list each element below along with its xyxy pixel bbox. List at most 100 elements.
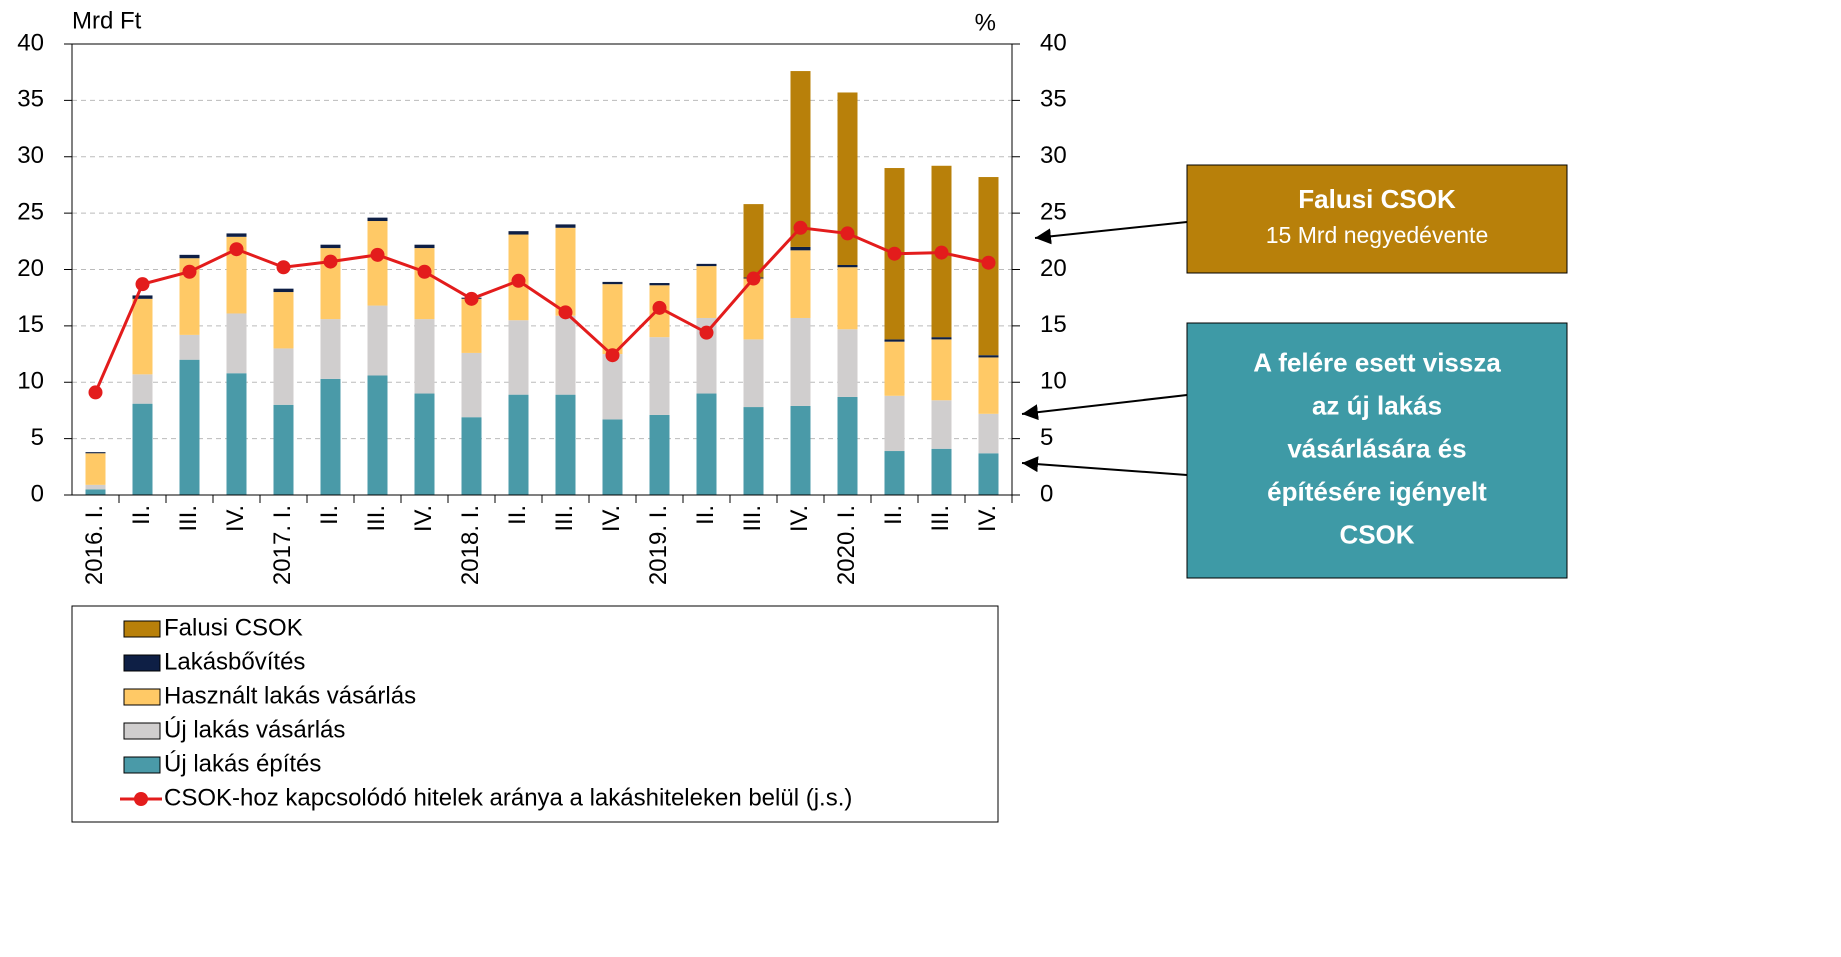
bar-segment xyxy=(367,375,388,495)
y-tick-label: 10 xyxy=(17,368,44,395)
bar-segment xyxy=(884,395,905,452)
line-point xyxy=(934,245,949,260)
y2-tick-label: 20 xyxy=(1040,255,1067,282)
bar-segment xyxy=(132,403,153,495)
legend-swatch xyxy=(123,756,161,774)
legend-label: Lakásbővítés xyxy=(164,648,305,675)
line-point xyxy=(323,254,338,269)
y2-tick-label: 0 xyxy=(1040,480,1053,507)
bar-segment xyxy=(602,281,623,285)
bar-segment xyxy=(837,264,858,268)
y2-tick-label: 5 xyxy=(1040,424,1053,451)
y2-tick-label: 10 xyxy=(1040,368,1067,395)
bar-segment xyxy=(649,283,670,286)
bar-segment xyxy=(85,453,106,485)
bar-segment xyxy=(320,378,341,495)
x-tick-label: 2018. I. xyxy=(457,505,484,585)
bar-segment xyxy=(414,244,435,249)
line-point xyxy=(417,264,432,279)
line-point xyxy=(793,220,808,235)
annotation-text: építésére igényelt xyxy=(1267,476,1487,506)
bar-segment xyxy=(931,448,952,495)
bar-segment xyxy=(414,393,435,495)
x-tick-label: II. xyxy=(128,505,155,525)
bar-segment xyxy=(273,348,294,405)
bar-segment xyxy=(226,313,247,374)
bar-segment xyxy=(884,451,905,495)
bar-segment xyxy=(508,394,529,495)
line-point xyxy=(652,300,667,315)
line-point xyxy=(88,385,103,400)
bar-segment xyxy=(461,417,482,495)
bar-segment xyxy=(461,352,482,418)
bar-segment xyxy=(931,339,952,401)
y-tick-label: 15 xyxy=(17,311,44,338)
bar-segment xyxy=(790,405,811,495)
line-point xyxy=(981,255,996,270)
bar-segment xyxy=(978,357,999,414)
bar-segment xyxy=(696,263,717,267)
bar-segment xyxy=(320,244,341,249)
line-point xyxy=(699,325,714,340)
bar-segment xyxy=(132,295,153,299)
bar-segment xyxy=(179,359,200,495)
legend-label: Új lakás vásárlás xyxy=(164,716,345,743)
x-tick-label: III. xyxy=(175,505,202,532)
bar-segment xyxy=(132,374,153,404)
y2-tick-label: 35 xyxy=(1040,86,1067,113)
line-point xyxy=(558,305,573,320)
bar-segment xyxy=(602,354,623,420)
bar-segment xyxy=(273,404,294,495)
y2-tick-label: 30 xyxy=(1040,142,1067,169)
bar-segment xyxy=(743,204,764,278)
bar-segment xyxy=(273,288,294,293)
legend-label: CSOK-hoz kapcsolódó hitelek aránya a lak… xyxy=(164,784,852,811)
bar-segment xyxy=(273,292,294,349)
bar-segment xyxy=(790,250,811,318)
legend-swatch xyxy=(123,688,161,706)
bar-segment xyxy=(602,419,623,495)
bar-segment xyxy=(226,236,247,314)
line xyxy=(94,226,989,393)
bar-segment xyxy=(649,337,670,415)
bar-segment xyxy=(179,258,200,335)
bar-segment xyxy=(555,315,576,395)
bar-segment xyxy=(508,231,529,235)
legend-box xyxy=(71,605,999,823)
bar-segment xyxy=(790,71,811,247)
bar-segment xyxy=(978,453,999,495)
annotation: Falusi CSOK 15 Mrd negyedévente xyxy=(1186,164,1568,274)
bar-segment xyxy=(649,414,670,495)
annotation-text: A felére esett vissza xyxy=(1253,347,1501,377)
arrow xyxy=(1034,221,1188,245)
bar-segment xyxy=(743,407,764,495)
x-tick-label: IV. xyxy=(410,505,437,532)
bar-segment xyxy=(696,266,717,318)
bar-segment xyxy=(508,320,529,395)
line-point xyxy=(605,348,620,363)
x-tick-label: 2019. I. xyxy=(645,505,672,585)
x-tick-label: 2020. I. xyxy=(833,505,860,585)
arrow xyxy=(1021,394,1188,421)
legend-swatch xyxy=(123,722,161,740)
line-point xyxy=(182,264,197,279)
bar-segment xyxy=(978,355,999,358)
bar-segment xyxy=(226,233,247,237)
line-point xyxy=(840,226,855,241)
annotation-box xyxy=(1186,322,1568,579)
legend-swatch xyxy=(123,654,161,672)
y-tick-label: 5 xyxy=(31,424,44,451)
annotation-text: vásárlására és xyxy=(1287,433,1466,463)
bar-segment xyxy=(931,337,952,340)
x-tick-label: II. xyxy=(880,505,907,525)
legend-swatch xyxy=(123,620,161,638)
bar-segment xyxy=(978,413,999,454)
bar-segment xyxy=(85,489,106,495)
legend-label: Falusi CSOK xyxy=(164,614,303,641)
bar-segment xyxy=(931,400,952,449)
annotation-box xyxy=(1186,164,1568,274)
annotation-text: CSOK xyxy=(1339,519,1414,549)
x-tick-label: IV. xyxy=(222,505,249,532)
x-tick-label: II. xyxy=(504,505,531,525)
x-tick-label: III. xyxy=(551,505,578,532)
